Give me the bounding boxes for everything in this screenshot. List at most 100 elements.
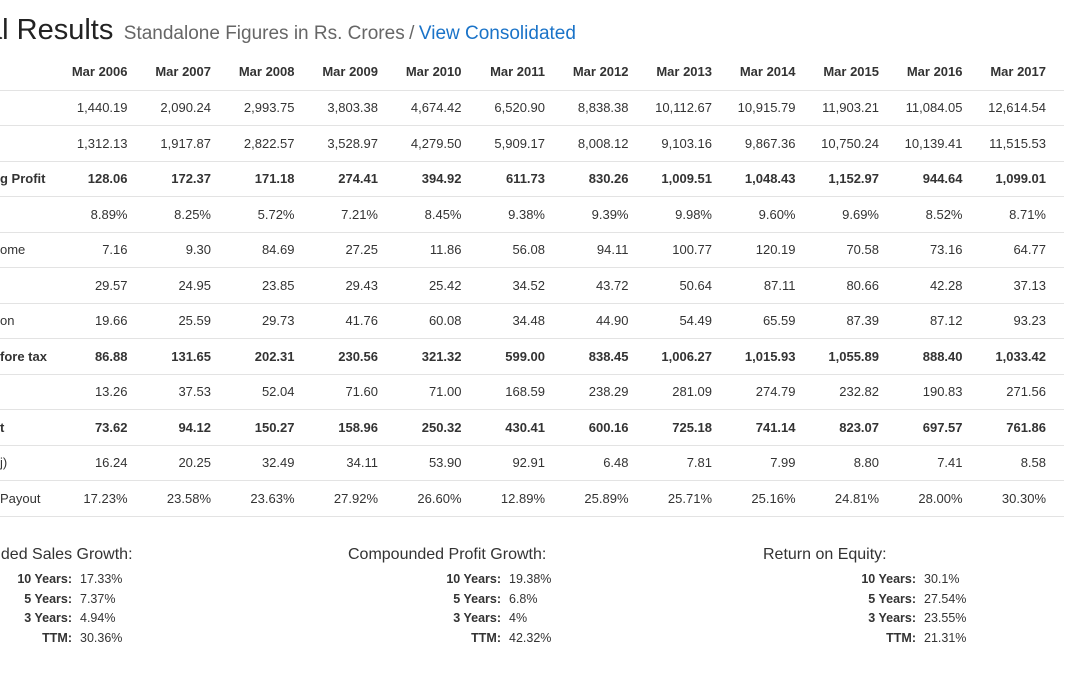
growth-stat-row: 10 Years: 19.38% (348, 572, 551, 592)
table-cell: 3,803.38 (327, 100, 378, 116)
table-cell: 823.07 (839, 419, 879, 435)
table-cell: 71.00 (428, 384, 462, 400)
table-cell: 9,103.16 (661, 135, 712, 151)
column-header: Mar 2010 (405, 64, 462, 80)
table-cell: 4,279.50 (410, 135, 462, 151)
growth-stat-value: 4.94% (80, 611, 116, 625)
table-cell: 9.60% (758, 206, 796, 222)
table-cell: 9.69% (842, 206, 879, 222)
table-cell: 9.98% (675, 206, 712, 222)
title-separator: / (409, 23, 415, 44)
table-cell: 7.99 (770, 455, 796, 471)
table-cell: 1,048.43 (744, 171, 796, 187)
table-cell: 43.72 (595, 277, 629, 293)
table-cell: 25.16% (751, 490, 796, 506)
table-cell: 12,614.54 (988, 100, 1046, 116)
growth-stat-value: 27.54% (924, 591, 967, 606)
table-cell: 1,006.27 (661, 348, 712, 364)
table-cell: 34.48 (512, 313, 545, 329)
table-cell: 10,750.24 (821, 135, 879, 151)
table-cell: 13.26 (94, 384, 128, 400)
row-label: j) (0, 455, 8, 471)
table-cell: 53.90 (428, 455, 462, 471)
growth-stat-value: 4% (509, 611, 528, 625)
table-cell: 944.64 (922, 171, 963, 187)
growth-stat-row: 3 Years: 4.94% (0, 611, 133, 631)
column-header: Mar 2006 (71, 64, 128, 80)
column-header: Mar 2015 (823, 64, 879, 80)
table-cell: 54.49 (679, 313, 712, 329)
growth-stat-label: 10 Years: (17, 572, 72, 586)
table-cell: 1,015.93 (744, 348, 796, 364)
table-cell: 281.09 (672, 384, 712, 400)
table-cell: 120.19 (755, 242, 796, 258)
table-cell: 87.39 (846, 313, 879, 329)
table-cell: 25.59 (178, 313, 211, 329)
row-label: fore tax (0, 348, 47, 364)
row-label: on (0, 313, 15, 329)
growth-stat-label: TTM: (471, 630, 501, 645)
growth-stat-label: 5 Years: (868, 591, 916, 606)
table-cell: 830.26 (588, 171, 629, 187)
row-label: t (0, 419, 5, 435)
table-cell: 94.11 (596, 242, 629, 258)
table-cell: 28.00% (918, 490, 963, 506)
growth-stat-value: 6.8% (509, 591, 538, 606)
growth-stat-row: TTM: 21.31% (763, 631, 966, 651)
table-cell: 30.30% (1001, 490, 1046, 506)
table-cell: 42.28 (929, 277, 963, 293)
row-label-header (0, 54, 62, 90)
column-header: Mar 2007 (155, 64, 211, 80)
table-cell: 73.62 (94, 419, 128, 435)
table-cell: 34.11 (346, 455, 378, 471)
table-cell: 10,112.67 (655, 100, 712, 116)
table-cell: 697.57 (922, 419, 963, 435)
table-body: 1,440.19 2,090.24 2,993.75 3,803.38 4,674.42… (0, 90, 1064, 516)
row-label (0, 197, 62, 233)
table-cell: 232.82 (839, 384, 879, 400)
table-cell: 80.66 (846, 277, 879, 293)
table-cell: 238.29 (588, 384, 629, 400)
growth-stat-row: 10 Years: 30.1% (763, 572, 966, 592)
table-row: ome 7.16 9.30 84.69 27.25 11.86 56.08 94.11 100.… (0, 232, 1064, 268)
table-cell: 600.16 (588, 419, 629, 435)
table-cell: 11,084.05 (905, 100, 963, 116)
table-cell: 65.59 (762, 313, 796, 329)
table-cell: 71.60 (345, 384, 378, 400)
table-cell: 50.64 (679, 277, 712, 293)
roe-panel: Return on Equity: 10 Years: 30.1% 5 Years:… (763, 546, 966, 650)
table-cell: 7.81 (686, 455, 712, 471)
table-cell: 8,008.12 (577, 135, 629, 151)
table-cell: 725.18 (672, 419, 712, 435)
view-consolidated-link[interactable]: View Consolidated (418, 23, 576, 44)
sales-growth-panel: nded Sales Growth: 10 Years: 17.33% 5 Year… (0, 546, 133, 650)
table-cell: 16.24 (94, 455, 128, 471)
growth-stat-row: 5 Years: 6.8% (348, 592, 551, 612)
table-cell: 29.43 (345, 277, 378, 293)
table-cell: 274.41 (338, 171, 378, 187)
table-cell: 84.69 (261, 242, 295, 258)
table-row: 13.26 37.53 52.04 71.60 71.00 168.59 238.29 281… (0, 374, 1064, 410)
table-cell: 94.12 (178, 419, 211, 435)
table-cell: 12.89% (500, 490, 545, 506)
growth-stat-row: TTM: 42.32% (348, 631, 551, 651)
table-cell: 8,838.38 (577, 100, 629, 116)
growth-stat-row: 10 Years: 17.33% (0, 572, 133, 592)
table-cell: 9.38% (508, 206, 545, 222)
table-header-row: Mar 2006 Mar 2007 Mar 2008 Mar 2009 Mar 2010… (0, 54, 1064, 90)
table-cell: 1,055.89 (828, 348, 879, 364)
table-cell: 1,033.42 (995, 348, 1046, 364)
page-subtitle: Standalone Figures in Rs. Crores (123, 23, 405, 44)
column-header: Mar 2012 (572, 64, 629, 80)
table-cell: 5.72% (257, 206, 295, 222)
column-header: Mar 2014 (739, 64, 796, 80)
column-header: Mar 2008 (238, 64, 295, 80)
growth-stat-value: 7.37% (80, 591, 116, 606)
row-label (0, 126, 62, 162)
growth-stat-label: 10 Years: (861, 572, 916, 586)
table-cell: 321.32 (421, 348, 462, 364)
table-cell: 70.58 (846, 242, 879, 258)
table-cell: 11,515.53 (989, 135, 1046, 151)
table-cell: 6,520.90 (494, 100, 545, 116)
growth-stat-value: 19.38% (509, 572, 552, 586)
